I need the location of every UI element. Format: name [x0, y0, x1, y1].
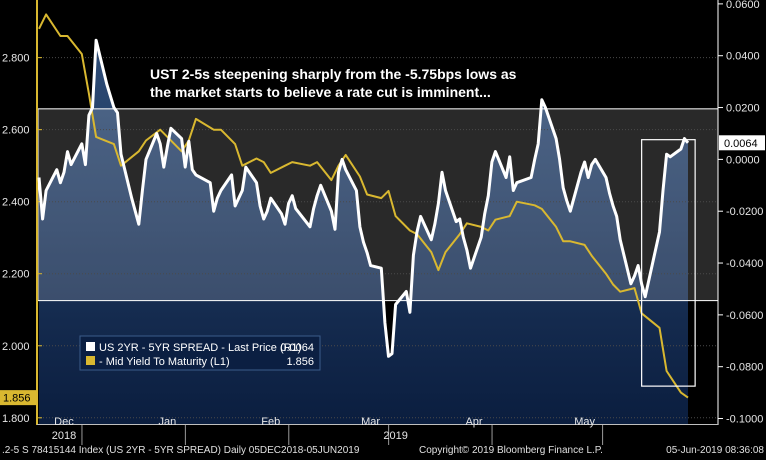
left-tick-label-4: 2.000	[2, 341, 30, 353]
legend-background	[79, 335, 321, 371]
right-tick-label-5: -0.0400	[726, 258, 763, 270]
annotation-line-1: UST 2-5s steepening sharply from the -5.…	[150, 66, 517, 82]
legend-value-spread: 0.0064	[280, 342, 314, 354]
annotation-line-2: the market starts to believe a rate cut …	[150, 84, 491, 100]
footer-left: .2-5 S 78415144 Index (US 2YR - 5YR SPRE…	[2, 445, 360, 456]
right-tick-label-4: -0.0200	[726, 206, 763, 218]
yield-series-line	[38, 13, 689, 399]
right-tick-label-8: -0.1000	[726, 414, 763, 426]
last-value-tag-yield-text: 1.856	[3, 393, 31, 405]
highlight-box	[641, 139, 696, 387]
grid	[37, 57, 718, 419]
x-tick-label-1: 2018	[52, 430, 76, 442]
legend-label-spread: US 2YR - 5YR SPREAD - Last Price (R1)	[99, 342, 301, 354]
left-tick-label-1: 2.600	[2, 125, 30, 137]
left-tick-label-2: 2.400	[2, 197, 30, 209]
x-tick-label-5: 2019	[383, 430, 407, 442]
spread-series-line	[37, 38, 690, 358]
legend-label-yield: - Mid Yield To Maturity (L1)	[99, 356, 230, 368]
right-tick-label-0: 0.0600	[726, 0, 760, 11]
x-tick-label-4: Mar	[361, 416, 380, 428]
footer-right: 05-Jun-2019 08:36:08	[666, 445, 764, 456]
right-tick-label-1: 0.0400	[726, 51, 760, 63]
x-tick-label-7: May	[574, 416, 595, 428]
right-axis-ticks: 0.0600 0.0400 0.0200 0.0000 -0.0200 -0.0400 -0…	[718, 0, 763, 426]
x-tick-label-2: Jan	[158, 416, 176, 428]
x-tick-label-3: Feb	[261, 416, 280, 428]
last-value-tag-spread: 0.0064	[719, 135, 765, 151]
x-tick-label-0: Dec	[54, 416, 74, 428]
spread-area-fill	[39, 40, 688, 425]
footer-center: Copyright© 2019 Bloomberg Finance L.P.	[419, 445, 603, 456]
right-tick-label-3: 0.0000	[726, 154, 760, 166]
legend-swatch-yield	[86, 356, 95, 365]
last-value-tag-yield: 1.856	[0, 390, 36, 406]
left-tick-label-5: 1.800	[2, 413, 30, 425]
right-tick-label-2: 0.0200	[726, 103, 760, 115]
x-tick-label-6: Apr	[465, 416, 482, 428]
legend-value-yield: 1.856	[286, 356, 314, 368]
legend-swatch-spread	[86, 342, 95, 351]
left-axis-ticks: 2.800 2.600 2.400 2.200 2.000 1.800	[2, 53, 42, 425]
right-tick-label-7: -0.0800	[726, 362, 763, 374]
last-value-tag-yield-bg	[0, 390, 36, 406]
last-value-tag-spread-bg	[719, 135, 765, 151]
last-value-tag-spread-text: 0.0064	[724, 138, 758, 150]
right-tick-label-6: -0.0600	[726, 310, 763, 322]
left-tick-label-0: 2.800	[2, 53, 30, 65]
legend: US 2YR - 5YR SPREAD - Last Price (R1) 0.…	[79, 335, 321, 371]
left-tick-label-3: 2.200	[2, 269, 30, 281]
